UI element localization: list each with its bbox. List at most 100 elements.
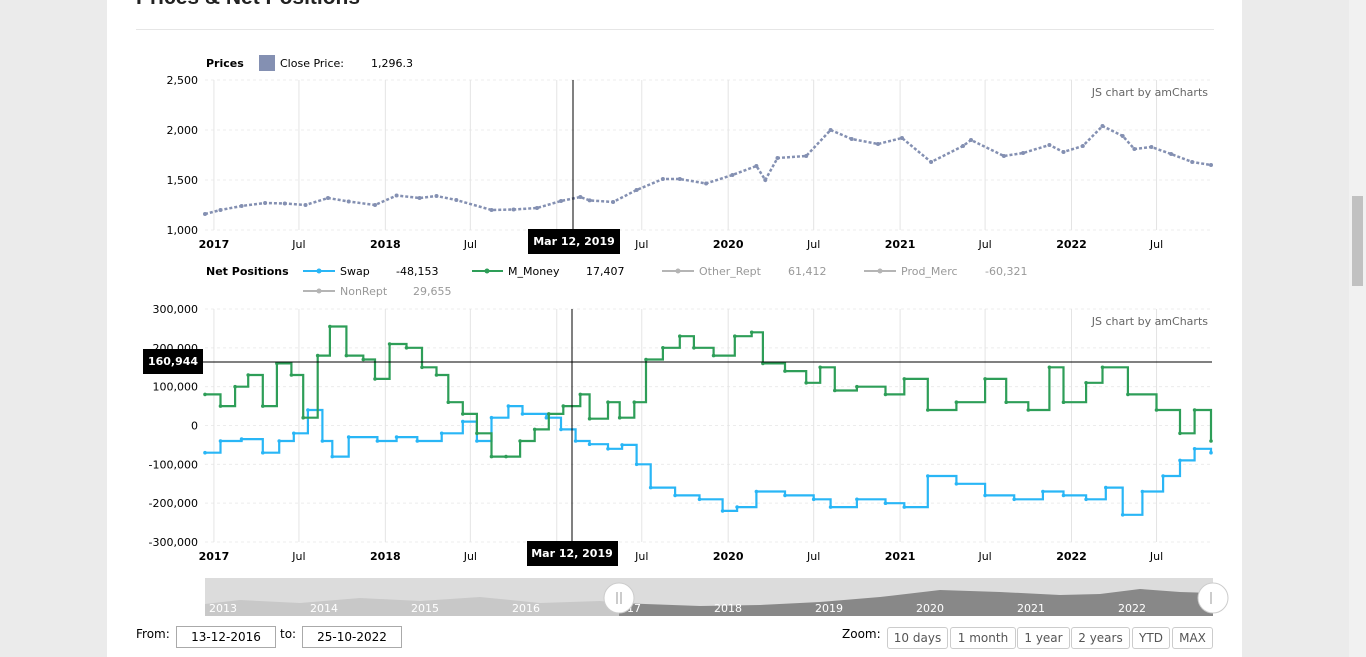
price-y-tick-label: 1,000 — [167, 224, 199, 237]
close-price-point — [1120, 134, 1125, 138]
content-panel — [107, 0, 1242, 657]
legend-m-money[interactable]: M_Money 17,407 — [472, 265, 625, 278]
zoom-2-years-button[interactable]: 2 years — [1071, 627, 1130, 649]
close-price-point — [876, 142, 880, 146]
to-label: to: — [280, 627, 297, 641]
close-price-point — [578, 195, 583, 199]
zoom-ytd-button[interactable]: YTD — [1132, 627, 1170, 649]
m-money-point — [783, 369, 787, 373]
close-price-point — [587, 198, 592, 203]
other-rept-legend-value: 61,412 — [788, 265, 827, 278]
scrollbar-year-label: 2015 — [411, 602, 439, 615]
close-price-point — [559, 199, 563, 203]
swap-point — [783, 493, 787, 498]
close-price-point — [1021, 151, 1026, 155]
close-price-point — [1169, 152, 1174, 156]
prod-merc-legend-value: -60,321 — [985, 265, 1027, 278]
scrollbar-left-grip[interactable] — [603, 582, 635, 614]
close-price-point — [634, 188, 639, 192]
zoom-max-button[interactable]: MAX — [1172, 627, 1213, 649]
price-credit[interactable]: JS chart by amCharts — [1091, 86, 1208, 99]
from-label: From: — [136, 627, 170, 641]
swap-point — [1061, 493, 1066, 498]
swap-point — [620, 443, 624, 447]
swap-point — [1192, 447, 1197, 451]
swap-point — [461, 419, 465, 424]
legend-prod-merc[interactable]: Prod_Merc -60,321 — [864, 265, 1027, 278]
close-price-swatch[interactable] — [259, 55, 275, 71]
legend-nonrept[interactable]: NonRept 29,655 — [303, 285, 452, 298]
swap-point — [559, 427, 563, 432]
scrollbar-year-label: 2018 — [714, 602, 742, 615]
zoom-10-days-button[interactable]: 10 days — [887, 627, 948, 649]
close-price-point — [849, 137, 854, 141]
net-x-tick-label: 2017 — [199, 550, 230, 563]
swap-point — [330, 454, 335, 459]
legend-swap[interactable]: Swap -48,153 — [303, 265, 438, 278]
m-money-point — [547, 412, 551, 416]
net-y-tick-label: -100,000 — [149, 458, 198, 471]
m-money-point — [218, 404, 223, 408]
prod-merc-legend-label: Prod_Merc — [901, 265, 958, 278]
m-money-legend-dot — [484, 268, 490, 274]
swap-point — [292, 431, 296, 436]
title-divider — [136, 29, 1214, 30]
zoom-1-month-button[interactable]: 1 month — [950, 627, 1016, 649]
swap-point — [811, 497, 816, 502]
page-scrollbar[interactable] — [1349, 0, 1366, 657]
price-grid — [205, 79, 1211, 231]
m-money-point — [461, 412, 465, 416]
close-price-label[interactable]: Close Price: — [280, 57, 344, 70]
nonrept-legend-label: NonRept — [340, 285, 388, 298]
price-y-tick-label: 1,500 — [167, 174, 199, 187]
m-money-point — [203, 392, 207, 397]
scrollbar-preview-unselected — [205, 597, 619, 616]
m-money-point — [1100, 365, 1105, 370]
m-money-point — [1178, 431, 1182, 436]
m-money-point — [387, 342, 392, 346]
close-price-point — [1132, 147, 1137, 151]
scrollbar-year-label: 2014 — [310, 602, 338, 615]
zoom-1-year-button[interactable]: 1 year — [1017, 627, 1070, 649]
close-price-point — [303, 203, 308, 207]
scrollbar-right-grip[interactable] — [1197, 582, 1229, 614]
close-price-point — [282, 201, 287, 206]
page-scrollbar-thumb[interactable] — [1352, 196, 1363, 286]
swap-point — [320, 439, 325, 443]
scrollbar-year-label: 2013 — [209, 602, 237, 615]
net-credit[interactable]: JS chart by amCharts — [1091, 315, 1208, 328]
swap-point — [735, 505, 739, 509]
to-date-input[interactable]: 25-10-2022 — [302, 626, 402, 648]
close-price-point — [346, 199, 351, 204]
m-money-point — [983, 377, 987, 381]
price-legend-title: Prices — [206, 57, 244, 70]
swap-point — [489, 415, 494, 420]
net-x-tick-label: Jul — [463, 550, 477, 563]
scrollbar-year-label: 2022 — [1118, 602, 1146, 615]
chart-scrollbar[interactable]: 2013201420152016201720182019202020212022 — [205, 578, 1229, 616]
from-date-input[interactable]: 13-12-2016 — [176, 626, 276, 648]
net-x-axis: 2017Jul2018Jul2019Jul2020Jul2021Jul2022J… — [199, 550, 1164, 563]
price-x-tick-label: Jul — [1149, 238, 1163, 251]
scrollbar-preview-selected — [619, 589, 1213, 616]
price-y-tick-label: 2,000 — [167, 124, 199, 137]
m-money-point — [678, 334, 682, 339]
close-price-point — [677, 177, 682, 181]
net-y-tick-label: 0 — [191, 420, 198, 433]
swap-point — [573, 439, 578, 443]
m-money-point — [855, 384, 859, 389]
price-x-tick-label: 2021 — [885, 238, 916, 251]
net-y-tick-label: -300,000 — [149, 536, 198, 549]
net-cursor-value-balloon: 160,944 — [143, 349, 203, 374]
close-price-point — [828, 128, 833, 132]
m-money-point — [289, 373, 294, 377]
close-price-point — [1047, 143, 1052, 147]
legend-other-rept[interactable]: Other_Rept 61,412 — [662, 265, 827, 278]
page-title: Prices & Net Positions — [136, 0, 360, 10]
close-price-point — [218, 208, 223, 212]
swap-point — [506, 404, 511, 408]
net-x-tick-label: 2021 — [885, 550, 916, 563]
swap-point — [1161, 474, 1165, 478]
net-series — [203, 324, 1213, 517]
